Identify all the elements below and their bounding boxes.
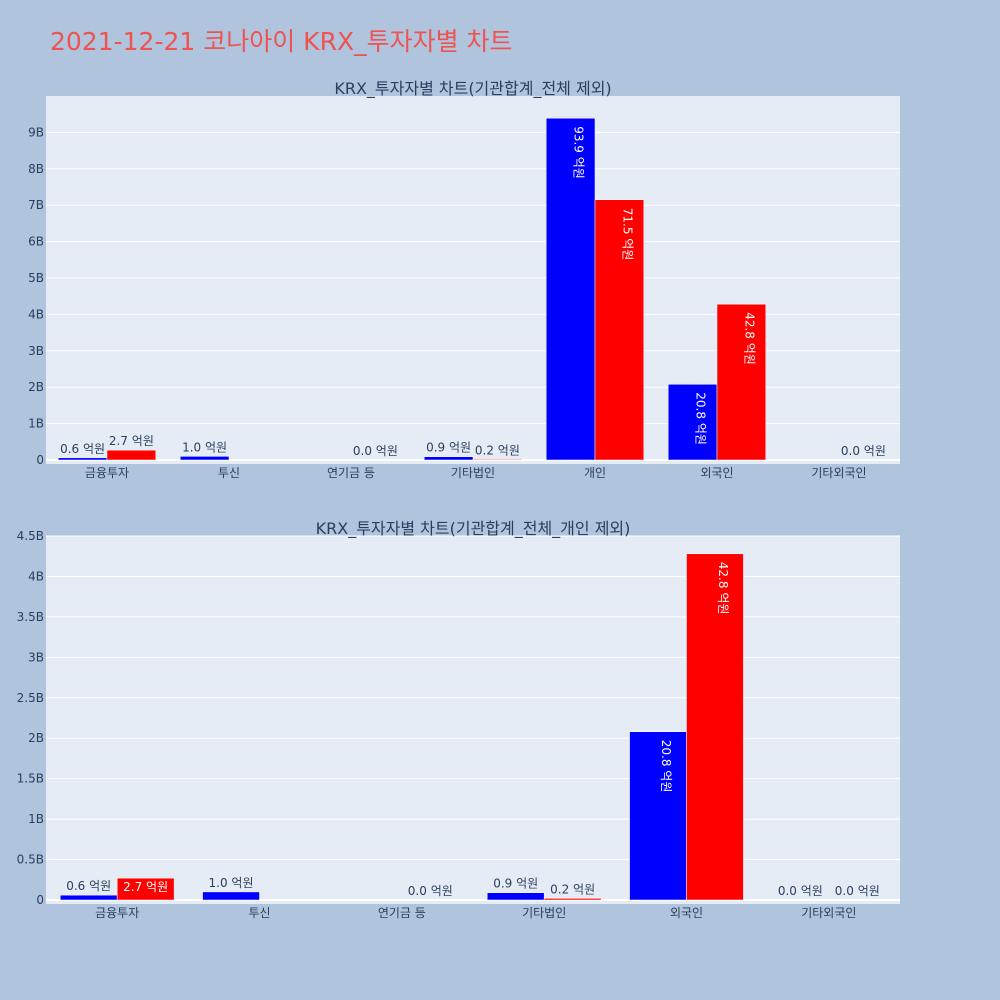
y-tick-label: 4.5B — [17, 529, 44, 543]
x-tick-label: 금융투자 — [95, 906, 139, 920]
y-tick-label: 2B — [28, 380, 44, 394]
bar — [423, 456, 474, 461]
y-tick-label: 3B — [28, 344, 44, 358]
y-tick-label: 1B — [28, 812, 44, 826]
data-label: 0.9 억원 — [493, 877, 538, 891]
data-label: 0.6 억원 — [66, 879, 111, 893]
data-label: 0.0 억원 — [835, 884, 880, 898]
y-tick-label: 5B — [28, 271, 44, 285]
plot-area — [46, 96, 900, 464]
chart-2: 0 0.5B 1B 1.5B 2B 2.5B 3B 3.5B 4B 4.5B KRX_투자자별 차트… — [17, 519, 900, 920]
y-tick-label: 4B — [28, 307, 44, 321]
bar — [716, 303, 767, 461]
data-label: 20.8 억원 — [694, 392, 708, 445]
y-tick-label: 2B — [28, 731, 44, 745]
data-label: 42.8 억원 — [716, 562, 730, 615]
data-label: 0.2 억원 — [475, 443, 520, 457]
x-tick-label: 외국인 — [670, 906, 703, 920]
data-label: 42.8 억원 — [742, 312, 756, 365]
data-label: 0.0 억원 — [841, 444, 886, 458]
data-label: 1.0 억원 — [182, 440, 227, 454]
y-tick-label: 1.5B — [17, 772, 44, 786]
x-tick-label: 기타법인 — [451, 466, 495, 480]
y-tick-label: 6B — [28, 235, 44, 249]
y-tick-label: 0 — [36, 453, 44, 467]
x-tick-label: 연기금 등 — [327, 466, 375, 480]
x-tick-label: 연기금 등 — [378, 906, 426, 920]
bar — [594, 199, 645, 461]
data-label: 71.5 억원 — [620, 208, 634, 261]
x-tick-label: 기타외국인 — [801, 906, 856, 920]
bar — [472, 459, 523, 461]
data-label: 20.8 억원 — [659, 740, 673, 793]
bar — [667, 384, 718, 461]
bar — [486, 892, 545, 901]
bar — [179, 456, 230, 461]
bar — [106, 449, 157, 461]
x-tick-label: 투신 — [248, 906, 270, 920]
x-tick-label: 금융투자 — [85, 466, 129, 480]
chart-title: KRX_투자자별 차트(기관합계_전체_개인 제외) — [316, 519, 631, 539]
x-tick-label: 기타외국인 — [811, 466, 866, 480]
y-tick-label: 2.5B — [17, 691, 44, 705]
data-label: 0.6 억원 — [60, 442, 105, 456]
y-tick-label: 7B — [28, 198, 44, 212]
y-tick-label: 4B — [28, 569, 44, 583]
data-label: 2.7 억원 — [109, 434, 154, 448]
data-label: 0.0 억원 — [353, 444, 398, 458]
y-tick-label: 3B — [28, 650, 44, 664]
data-label: 93.9 억원 — [572, 126, 586, 179]
data-label: 2.7 억원 — [123, 880, 168, 894]
bar — [686, 553, 744, 901]
bar — [116, 877, 175, 901]
data-label: 0.0 억원 — [778, 884, 823, 898]
bar — [629, 731, 687, 901]
x-tick-label: 외국인 — [700, 466, 733, 480]
data-label: 0.2 억원 — [550, 882, 595, 896]
page-title: 2021-12-21 코나아이 KRX_투자자별 차트 — [50, 27, 513, 56]
x-tick-label: 개인 — [584, 466, 606, 480]
y-tick-label: 0.5B — [17, 853, 44, 867]
y-tick-label: 0 — [36, 893, 44, 907]
plot-area — [46, 536, 900, 904]
chart-1: 0 1B 2B 3B 4B 5B 6B 7B 8B 9B KRX_투자자별 차트(기관합계_전체 제… — [28, 79, 900, 480]
bar — [57, 457, 108, 461]
bar — [59, 894, 118, 901]
data-label: 0.9 억원 — [426, 441, 471, 455]
x-tick-label: 기타법인 — [522, 906, 566, 920]
y-tick-label: 1B — [28, 417, 44, 431]
data-label: 1.0 억원 — [209, 876, 254, 890]
y-tick-label: 8B — [28, 162, 44, 176]
bar — [202, 891, 260, 901]
data-label: 0.0 억원 — [408, 884, 453, 898]
chart-title: KRX_투자자별 차트(기관합계_전체 제외) — [334, 79, 611, 99]
bar — [543, 898, 602, 901]
y-tick-label: 3.5B — [17, 610, 44, 624]
y-tick-label: 9B — [28, 125, 44, 139]
bar — [545, 117, 596, 461]
x-tick-label: 투신 — [218, 466, 240, 480]
